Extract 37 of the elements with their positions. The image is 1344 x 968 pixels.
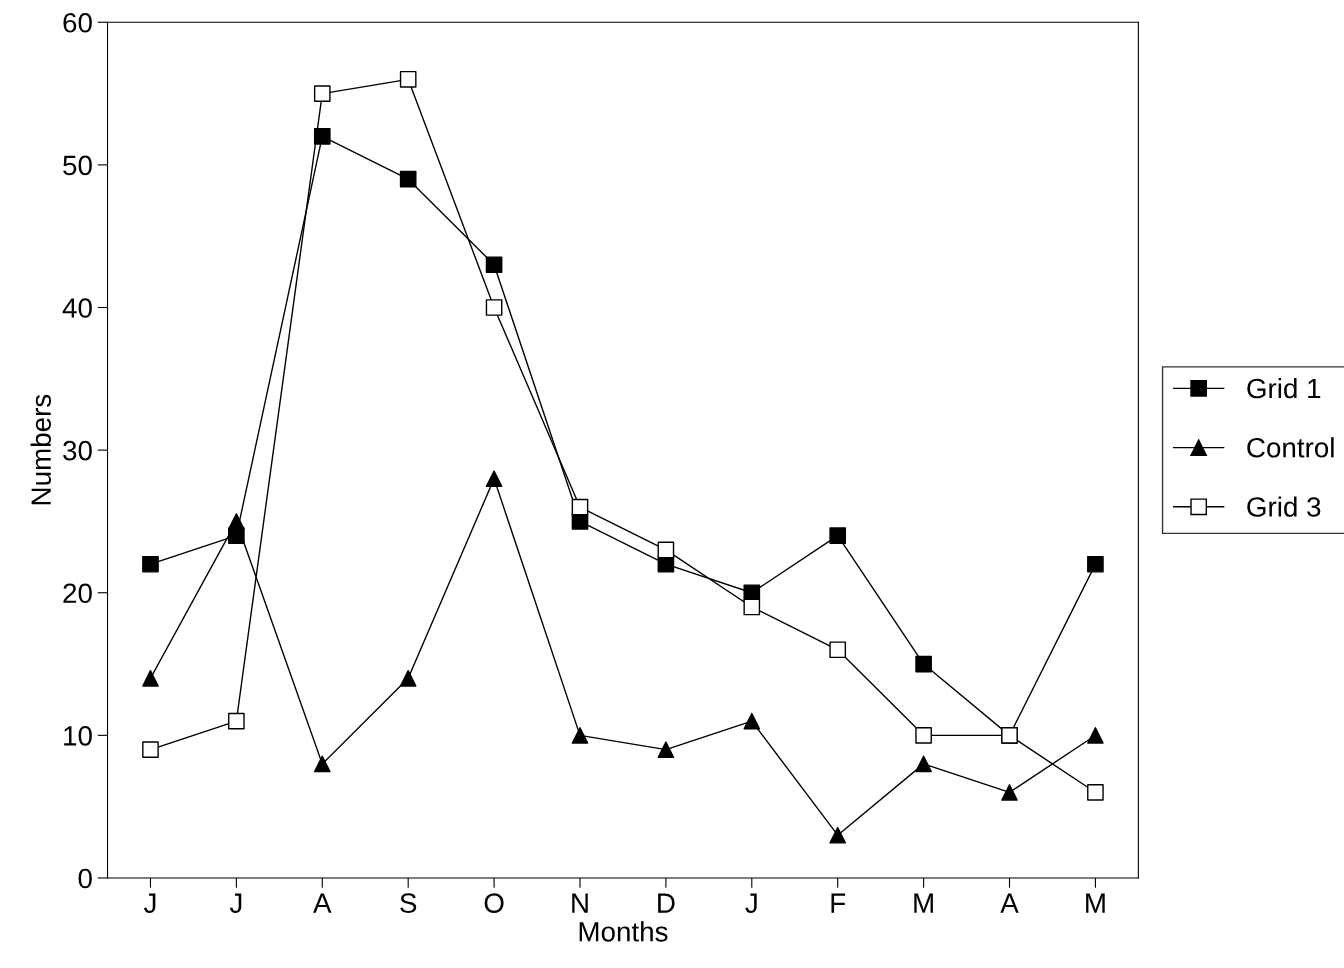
x-tick-label: M [914, 893, 933, 913]
x-tick-label: S [400, 893, 417, 913]
x-tick-label: O [484, 893, 504, 913]
y-tick-label: 40 [62, 298, 92, 318]
y-tick-label: 50 [63, 155, 92, 176]
point [571, 727, 589, 744]
legend-label: Grid 1 [1247, 377, 1321, 399]
point [915, 755, 932, 773]
x-tick-label: A [313, 893, 332, 913]
point [142, 669, 159, 687]
y-tick-label: 20 [63, 583, 92, 604]
x-tick-label: J [143, 893, 156, 913]
y-axis-title: Numbers [30, 394, 51, 505]
legend-label: Grid 3 [1247, 496, 1321, 517]
x-tick-label: F [831, 893, 846, 913]
y-tick-label: 10 [64, 726, 92, 746]
x-tick-label: J [229, 893, 242, 913]
point [1001, 784, 1018, 801]
x-tick-label: M [1086, 893, 1105, 913]
point [228, 513, 245, 530]
y-tick-label: 0 [78, 868, 92, 889]
x-tick-label: D [658, 893, 675, 913]
point [743, 712, 761, 730]
point [399, 669, 417, 687]
y-tick-label: 30 [63, 440, 92, 461]
x-tick-label: N [572, 893, 588, 913]
point [313, 755, 331, 773]
point [657, 541, 675, 559]
y-tick-label: 60 [63, 12, 92, 33]
x-axis-title: Months [579, 921, 668, 942]
point [829, 826, 847, 844]
legend-label: Control [1247, 437, 1334, 458]
point [1087, 727, 1104, 744]
x-tick-label: J [745, 893, 757, 913]
point [657, 741, 675, 758]
x-tick-label: A [1000, 893, 1019, 913]
point [485, 470, 503, 487]
